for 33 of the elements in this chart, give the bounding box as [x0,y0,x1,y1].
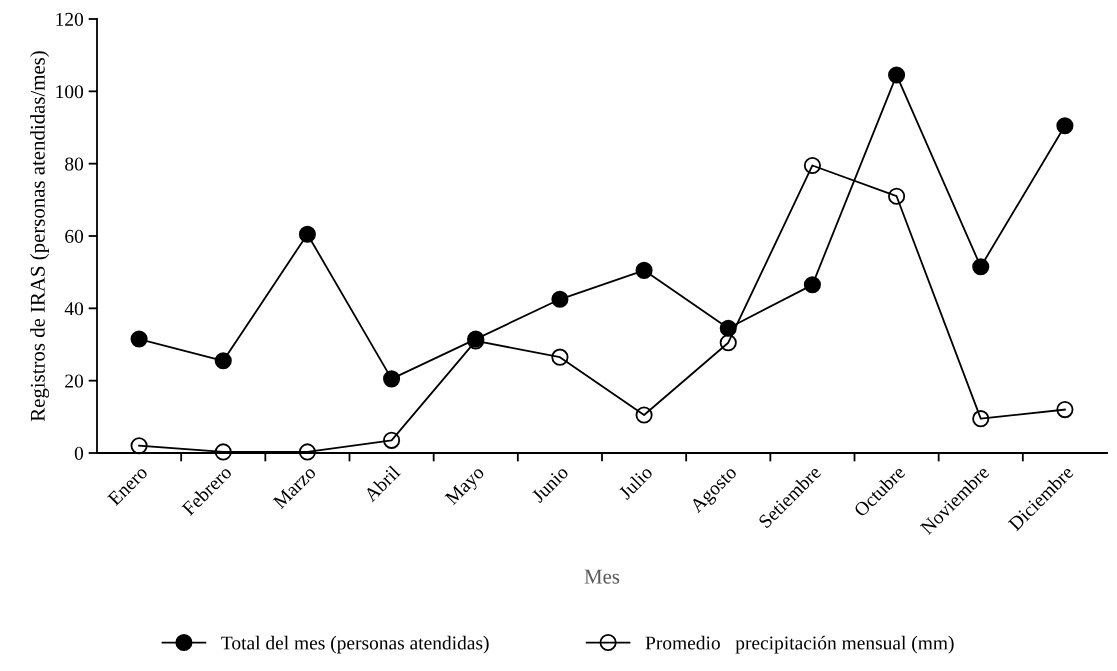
point [719,334,737,352]
point [551,290,569,308]
point [298,225,316,243]
point [383,370,401,388]
point [972,258,990,276]
point [214,443,232,461]
point [888,66,906,84]
y-tick-label: 0 [74,446,84,460]
point [214,352,232,370]
y-axis-title: Registros de IRAS (personas atendidas/mes) [30,51,50,422]
point [635,261,653,279]
point [803,156,821,175]
y-tick-label: 120 [56,12,84,26]
point [972,410,990,428]
y-tick-label: 100 [56,85,84,99]
point [635,406,653,424]
point [1056,401,1074,419]
point [803,276,821,294]
x-axis-title: Mes [584,569,620,584]
point [298,443,316,461]
point [551,348,569,366]
point [1056,117,1074,135]
legend-label: Total del mes (personas atendidas) [221,635,489,654]
x-tick-label: Julio [617,464,654,501]
legend-label: Promedio precipitación mensual (mm) [645,635,954,654]
point [130,330,148,348]
point [888,187,906,205]
point [383,431,401,449]
point [130,437,148,455]
y-tick-label: 80 [65,157,84,171]
y-tick-label: 60 [65,229,84,243]
y-tick-label: 40 [64,302,84,316]
y-tick-label: 20 [65,374,84,388]
